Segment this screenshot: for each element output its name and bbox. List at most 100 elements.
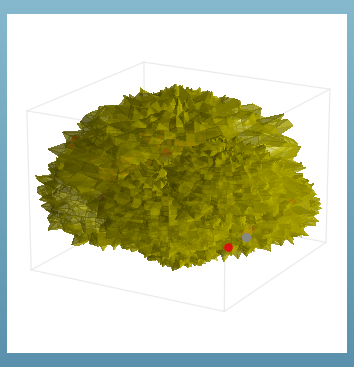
Bar	[0, 62, 354, 66]
Bar	[0, 323, 354, 327]
Bar	[0, 316, 354, 319]
Bar	[0, 88, 354, 92]
Bar	[0, 110, 354, 114]
Bar	[0, 330, 354, 334]
Bar	[0, 228, 354, 231]
Bar	[0, 84, 354, 88]
Bar	[0, 70, 354, 73]
Bar	[0, 40, 354, 44]
Bar	[0, 37, 354, 40]
Bar	[0, 239, 354, 242]
Bar	[0, 261, 354, 264]
Bar	[0, 213, 354, 217]
Bar	[0, 198, 354, 202]
Bar	[0, 220, 354, 224]
Bar	[0, 4, 354, 7]
Bar	[0, 206, 354, 209]
Bar	[0, 92, 354, 95]
Bar	[0, 209, 354, 213]
Bar	[0, 117, 354, 121]
Bar	[0, 66, 354, 70]
Bar	[0, 345, 354, 349]
Bar	[0, 158, 354, 161]
Bar	[0, 143, 354, 147]
Bar	[0, 139, 354, 143]
Bar	[0, 48, 354, 51]
Bar	[0, 176, 354, 180]
Bar	[0, 308, 354, 312]
Bar	[0, 184, 354, 187]
Bar	[0, 81, 354, 84]
Bar	[0, 121, 354, 125]
Bar	[0, 349, 354, 352]
Bar	[0, 128, 354, 132]
Bar	[0, 305, 354, 308]
Bar	[0, 55, 354, 59]
Bar	[0, 191, 354, 195]
Bar	[0, 73, 354, 77]
Bar	[0, 114, 354, 117]
Bar	[0, 187, 354, 191]
Bar	[0, 356, 354, 360]
Bar	[0, 275, 354, 279]
Bar	[0, 106, 354, 110]
Bar	[0, 125, 354, 128]
Bar	[0, 268, 354, 272]
Bar	[0, 136, 354, 139]
Bar	[0, 231, 354, 235]
Bar	[0, 360, 354, 363]
Bar	[0, 341, 354, 345]
Bar	[0, 235, 354, 239]
Bar	[0, 312, 354, 316]
Bar	[0, 195, 354, 198]
Bar	[0, 0, 354, 4]
Bar	[0, 283, 354, 286]
Bar	[0, 327, 354, 330]
Bar	[0, 286, 354, 290]
Bar	[0, 272, 354, 275]
Bar	[0, 279, 354, 283]
Bar	[0, 29, 354, 33]
Bar	[0, 172, 354, 176]
Bar	[0, 294, 354, 297]
Bar	[0, 352, 354, 356]
Bar	[0, 242, 354, 246]
Bar	[0, 22, 354, 26]
Bar	[0, 51, 354, 55]
Bar	[0, 26, 354, 29]
Bar	[0, 44, 354, 48]
Bar	[0, 180, 354, 184]
Bar	[0, 224, 354, 228]
Bar	[0, 290, 354, 294]
Bar	[0, 334, 354, 338]
Bar	[0, 202, 354, 206]
Bar	[0, 264, 354, 268]
Bar	[0, 77, 354, 81]
Bar	[0, 99, 354, 103]
Bar	[0, 250, 354, 253]
Bar	[0, 33, 354, 37]
Bar	[0, 301, 354, 305]
Bar	[0, 95, 354, 99]
Bar	[0, 103, 354, 106]
Bar	[0, 319, 354, 323]
Bar	[0, 7, 354, 11]
Bar	[0, 253, 354, 257]
Bar	[0, 59, 354, 62]
Bar	[0, 169, 354, 172]
Bar	[0, 217, 354, 220]
Bar	[0, 132, 354, 136]
Bar	[0, 150, 354, 154]
Bar	[0, 147, 354, 150]
Bar	[0, 11, 354, 15]
Bar	[0, 257, 354, 261]
Bar	[0, 161, 354, 165]
Bar	[0, 18, 354, 22]
Bar	[0, 338, 354, 341]
Bar	[0, 363, 354, 367]
Bar	[0, 154, 354, 158]
Bar	[0, 246, 354, 250]
Bar	[0, 15, 354, 18]
Bar	[0, 297, 354, 301]
Bar	[0, 165, 354, 169]
